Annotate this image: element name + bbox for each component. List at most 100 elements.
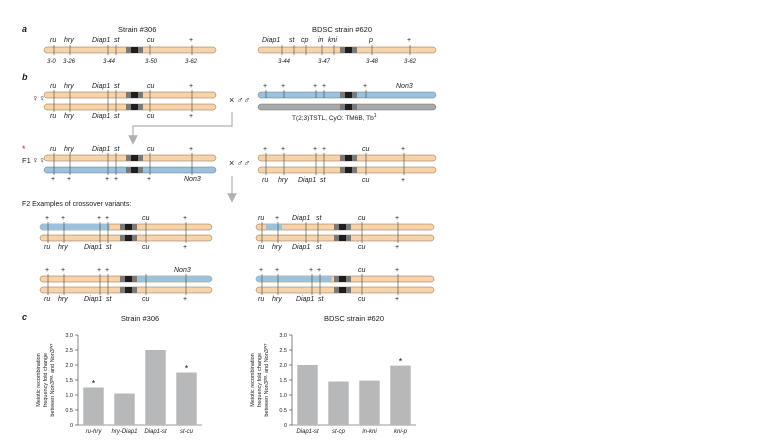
pf2-plus: +: [189, 113, 193, 120]
f2v2-ru: ru: [258, 215, 264, 222]
y-tick-label: 1.0: [279, 393, 287, 399]
pos-3-50: 3-50: [145, 59, 158, 65]
f1m-ru: ru: [262, 177, 268, 184]
f2v4-diap1: Diap1: [296, 296, 314, 303]
f1-female-ticks: [53, 153, 193, 175]
male-symbol-f1: × ♂♂: [229, 158, 250, 168]
f2v3-st: st: [106, 296, 113, 303]
label-diap1: Diap1: [92, 37, 110, 44]
f1m-diap1: Diap1: [298, 177, 316, 184]
f2v2-cu: cu: [358, 215, 366, 222]
y-tick-label: 2.5: [65, 348, 73, 354]
label-hry: hry: [64, 37, 74, 44]
y-tick-label: 0: [284, 423, 287, 429]
f2v1-plus-5: +: [183, 215, 187, 222]
bar: [297, 365, 318, 425]
y-tick-label: 1.0: [65, 393, 73, 399]
f2v1-plus-4: +: [105, 215, 109, 222]
panel-b-label: b: [22, 72, 28, 82]
f2v3-plus-5: +: [183, 296, 187, 303]
f2v4-cu2: cu: [358, 296, 366, 303]
f2v1-cu: cu: [142, 215, 150, 222]
f1m-cu-top: cu: [362, 146, 370, 153]
y-tick-label: 2.0: [65, 363, 73, 369]
f2v3-ru: ru: [44, 296, 50, 303]
f1m-plus-2: +: [281, 146, 285, 153]
bar: [145, 350, 166, 425]
chromosome-a-left: [43, 46, 217, 54]
label-r-kni: kni: [328, 37, 337, 44]
chromosome-a-left-ticks: [53, 45, 193, 55]
f2v2-cu2: cu: [358, 244, 366, 251]
panel-c-label: c: [22, 312, 27, 322]
f2-variant-1: [39, 223, 213, 242]
pos-3-62: 3-62: [185, 59, 198, 65]
y-axis-label: frequency fold change: [43, 353, 49, 407]
x-tick-label: Diap1-st: [144, 429, 167, 435]
label-r-cp: cp: [301, 37, 309, 44]
pf2-hry: hry: [64, 113, 74, 120]
y-axis-label: Meiotic recombination: [36, 353, 42, 407]
y-tick-label: 1.5: [65, 378, 73, 384]
f1-label: F1: [22, 156, 31, 165]
pos-r-3-48: 3-48: [366, 59, 379, 65]
f2v1-plus-6: +: [183, 244, 187, 251]
f2v4-cu: cu: [358, 267, 366, 274]
bar: [390, 365, 411, 425]
y-axis-label: Meiotic recombination: [250, 353, 256, 407]
f2v3-non3: Non3: [174, 267, 191, 274]
chart-title: BDSC strain #620: [324, 314, 384, 323]
y-tick-label: 0.5: [279, 408, 287, 414]
f1m-plus-4: +: [322, 146, 326, 153]
balancer-sup: 1: [374, 113, 377, 119]
y-axis-label: between Non3ᴰᴱᴸ and Non3ᵂᵀ: [263, 343, 270, 417]
label-r-p: p: [368, 37, 373, 44]
f1b-plus-4: +: [114, 176, 118, 183]
f2-v1-ticks: [47, 222, 187, 243]
pos-3-44: 3-44: [103, 59, 116, 65]
pf-st: st: [114, 83, 121, 90]
f2v4-hry: hry: [272, 296, 282, 303]
f1-star: *: [22, 144, 26, 154]
y-tick-label: 2.0: [279, 363, 287, 369]
f2v2-plus-1: +: [275, 215, 279, 222]
chart-title: Strain #306: [121, 314, 159, 323]
parent-female-chromosomes: [43, 91, 217, 111]
f1-st: st: [114, 146, 121, 153]
x-tick-label: kni-p: [394, 429, 408, 435]
balancer-caption-text: T(2;3)TSTL, CyO: TM6B, Tb: [292, 115, 374, 122]
label-cu: cu: [147, 37, 155, 44]
chart-strain-306: Strain #306 0 0.5 1.0 1.5 2.0 2.5 3.0 Meiotic re…: [36, 314, 202, 435]
f2-v2-ticks: [261, 222, 399, 243]
pos-3-26: 3-26: [63, 59, 76, 65]
f1b-non3: Non3: [184, 176, 201, 183]
y-tick-label: 1.5: [279, 378, 287, 384]
pf-ru: ru: [50, 83, 56, 90]
f2v4-plus-3: +: [309, 267, 313, 274]
cross-arrow: [128, 112, 233, 145]
pm-plus-3: +: [313, 83, 317, 90]
significance-star: *: [92, 379, 96, 389]
f2v3-plus-3: +: [97, 267, 101, 274]
f1b-plus-1: +: [51, 176, 55, 183]
f2-v4-ticks: [261, 274, 399, 295]
f2v2-plus-2: +: [395, 215, 399, 222]
f2v3-plus-2: +: [61, 267, 65, 274]
label-r-st: st: [289, 37, 296, 44]
f2v4-plus-5: +: [395, 267, 399, 274]
panel-a-label: a: [22, 24, 27, 34]
pm-plus-4: +: [322, 83, 326, 90]
pm-non3: Non3: [396, 83, 413, 90]
pf2-ru: ru: [50, 113, 56, 120]
parent-male-chromosomes: [257, 91, 437, 111]
f2v4-st: st: [318, 296, 325, 303]
f2v1-hry: hry: [58, 244, 68, 251]
f1m-hry: hry: [278, 177, 288, 184]
pf-plus: +: [189, 83, 193, 90]
chart-bdsc-620: BDSC strain #620 0 0.5 1.0 1.5 2.0 2.5 3.0 Meiot…: [250, 314, 416, 435]
y-tick-label: 2.5: [279, 348, 287, 354]
f2v2-ru2: ru: [258, 244, 264, 251]
pm-plus-1: +: [263, 83, 267, 90]
panel-a-left-title: Strain #306: [118, 25, 156, 34]
f1m-plus-3: +: [313, 146, 317, 153]
